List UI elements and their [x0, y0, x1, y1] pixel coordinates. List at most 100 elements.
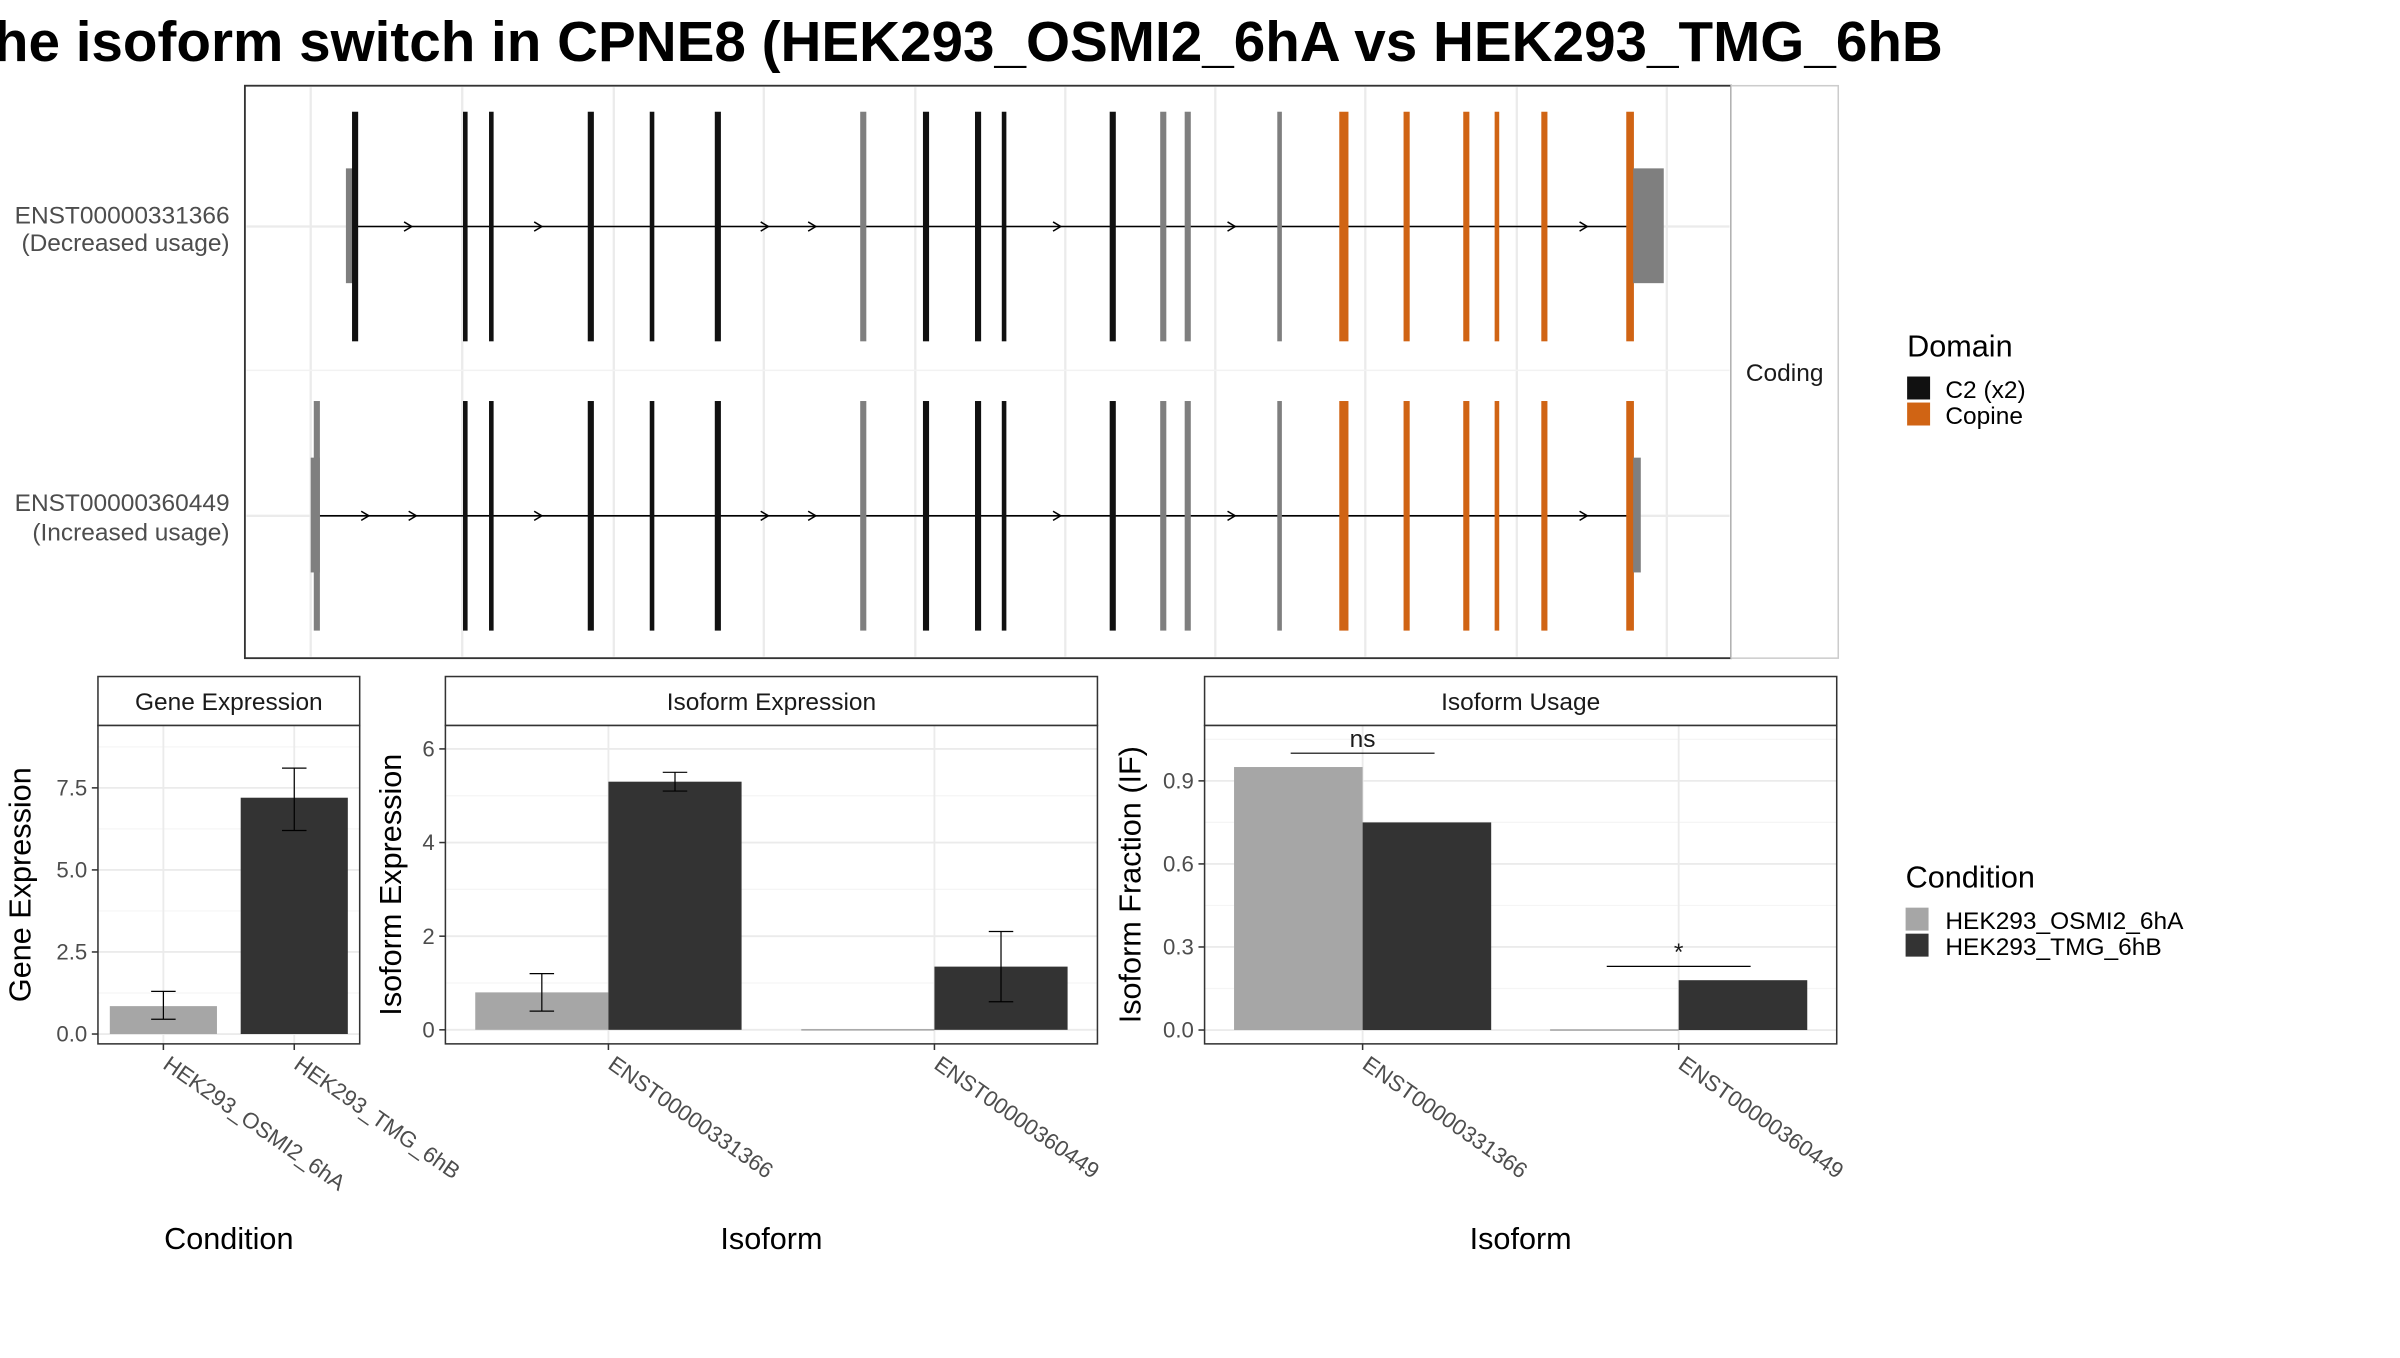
exon-block	[313, 401, 320, 631]
transcript-1-id: ENST00000331366	[15, 202, 230, 229]
y-axis-title: Isoform Expression	[374, 754, 408, 1016]
plot-frame	[444, 724, 1099, 1045]
y-tick-label: 0	[422, 1017, 434, 1042]
transcript-track	[345, 111, 1664, 342]
strand-arrow	[807, 510, 818, 522]
coding-strip-label: Coding	[1746, 360, 1824, 387]
exon-block	[922, 401, 930, 631]
x-tick-label: ENST00000331366	[604, 1051, 778, 1183]
exon-block	[1626, 111, 1634, 342]
strand-arrow	[403, 221, 414, 232]
error-bar	[988, 930, 1014, 1003]
transcript-panel-frame	[243, 84, 1733, 660]
exon-block	[1463, 111, 1470, 342]
exon-block	[922, 111, 930, 342]
bar-HEK293_OSMI2_6hA-ENST00000360449	[801, 1029, 935, 1031]
x-tick-label: ENST00000360449	[1674, 1051, 1848, 1183]
isoform-expression-panel: Isoform Expression 0 2 4 6 ENST00000331366 ENS…	[374, 675, 1104, 1256]
bar-HEK293_OSMI2_6hA-ENST00000331366	[1234, 767, 1363, 1031]
exon-block	[1403, 111, 1410, 342]
bar-HEK293_TMG_6hB-ENST00000360449	[1678, 980, 1808, 1031]
exon-block	[1277, 111, 1282, 342]
panel-strip	[97, 675, 361, 727]
exon-block	[860, 401, 867, 631]
exon-block	[1403, 401, 1410, 631]
exon-block	[1339, 111, 1349, 342]
condition-legend-osmi-label: HEK293_OSMI2_6hA	[1945, 908, 2184, 935]
exon-block	[974, 111, 982, 342]
exon-block	[587, 401, 594, 631]
condition-legend-tmg-label: HEK293_TMG_6hB	[1945, 934, 2161, 961]
exon-block	[489, 111, 494, 342]
exon-block	[1001, 111, 1007, 342]
exon-block	[1160, 401, 1167, 631]
condition-legend: Condition HEK293_OSMI2_6hA HEK293_TMG_6h…	[1906, 861, 2185, 961]
significance-label: *	[1674, 939, 1684, 966]
x-axis-title: Isoform	[720, 1222, 822, 1256]
exon-block	[1494, 111, 1500, 342]
domain-legend-c2-swatch	[1907, 376, 1931, 400]
x-axis-title: Isoform	[1470, 1222, 1572, 1256]
panel-strip-label: Gene Expression	[135, 689, 323, 716]
y-tick-label: 2	[422, 924, 434, 949]
exon-block	[1626, 401, 1634, 631]
y-tick-label: 5.0	[56, 858, 87, 883]
bar-HEK293_TMG_6hB-HEK293_TMG_6hB	[240, 797, 348, 1035]
domain-legend: Domain C2 (x2) Copine	[1907, 330, 2026, 430]
y-axis-title: Gene Expression	[4, 767, 38, 1002]
error-bar	[151, 990, 176, 1020]
x-axis-title: Condition	[164, 1222, 293, 1256]
transcript-tracks	[310, 111, 1664, 631]
isoform-usage-panel: Isoform Usage ns * 0.0 0.3 0.6 0.9 ENST00000331…	[1113, 675, 1848, 1256]
exon-block	[974, 401, 982, 631]
transcript-1-usage: (Decreased usage)	[21, 230, 229, 257]
transcript-2-id: ENST00000360449	[15, 490, 230, 517]
exon-block	[1109, 401, 1116, 631]
error-bar	[662, 771, 688, 792]
y-tick-label: 4	[422, 830, 434, 855]
y-tick-label: 0.0	[56, 1022, 87, 1047]
panel-strip-label: Isoform Expression	[667, 689, 876, 716]
exon-block	[1109, 111, 1116, 342]
condition-legend-title: Condition	[1906, 861, 2035, 895]
strand-arrow	[360, 510, 371, 522]
utr-3-block	[1633, 168, 1664, 284]
coding-strip	[1730, 84, 1840, 659]
exon-block	[1160, 111, 1167, 342]
exon-block	[1541, 401, 1548, 631]
exon-block	[649, 111, 655, 342]
y-tick-label: 0.3	[1163, 935, 1194, 960]
domain-legend-copine-swatch	[1907, 402, 1931, 426]
transcript-2-usage: (Increased usage)	[32, 519, 229, 546]
strand-arrow	[807, 221, 818, 232]
condition-legend-osmi-swatch	[1905, 907, 1929, 931]
transcript-track	[310, 401, 1641, 631]
figure-title: he isoform switch in CPNE8 (HEK293_OSMI2…	[0, 11, 1943, 74]
exon-block	[1277, 401, 1282, 631]
strand-arrow	[1052, 510, 1063, 522]
utr-3-block	[1633, 457, 1641, 573]
y-tick-label: 0.0	[1163, 1018, 1194, 1043]
strand-arrow	[408, 510, 418, 522]
bar-HEK293_TMG_6hB-ENST00000331366	[608, 781, 742, 1030]
strand-arrow	[1052, 221, 1063, 232]
domain-legend-copine-label: Copine	[1945, 403, 2023, 430]
strand-arrow	[1579, 221, 1589, 232]
exon-block	[1184, 111, 1191, 342]
exon-block	[1184, 401, 1191, 631]
transcript-panel: Coding ENST00000331366 (Decreased usage)…	[15, 84, 1840, 660]
exon-block	[649, 401, 655, 631]
exon-block	[860, 111, 867, 342]
error-bar	[529, 973, 555, 1012]
x-tick-label: ENST00000360449	[930, 1051, 1104, 1183]
exon-block	[1339, 401, 1349, 631]
exon-block	[587, 111, 594, 342]
strand-arrow	[760, 221, 770, 232]
domain-legend-c2-label: C2 (x2)	[1945, 377, 2025, 404]
exon-block	[463, 111, 468, 342]
exon-block	[463, 401, 468, 631]
error-bar	[282, 767, 307, 832]
y-tick-label: 7.5	[56, 776, 87, 801]
